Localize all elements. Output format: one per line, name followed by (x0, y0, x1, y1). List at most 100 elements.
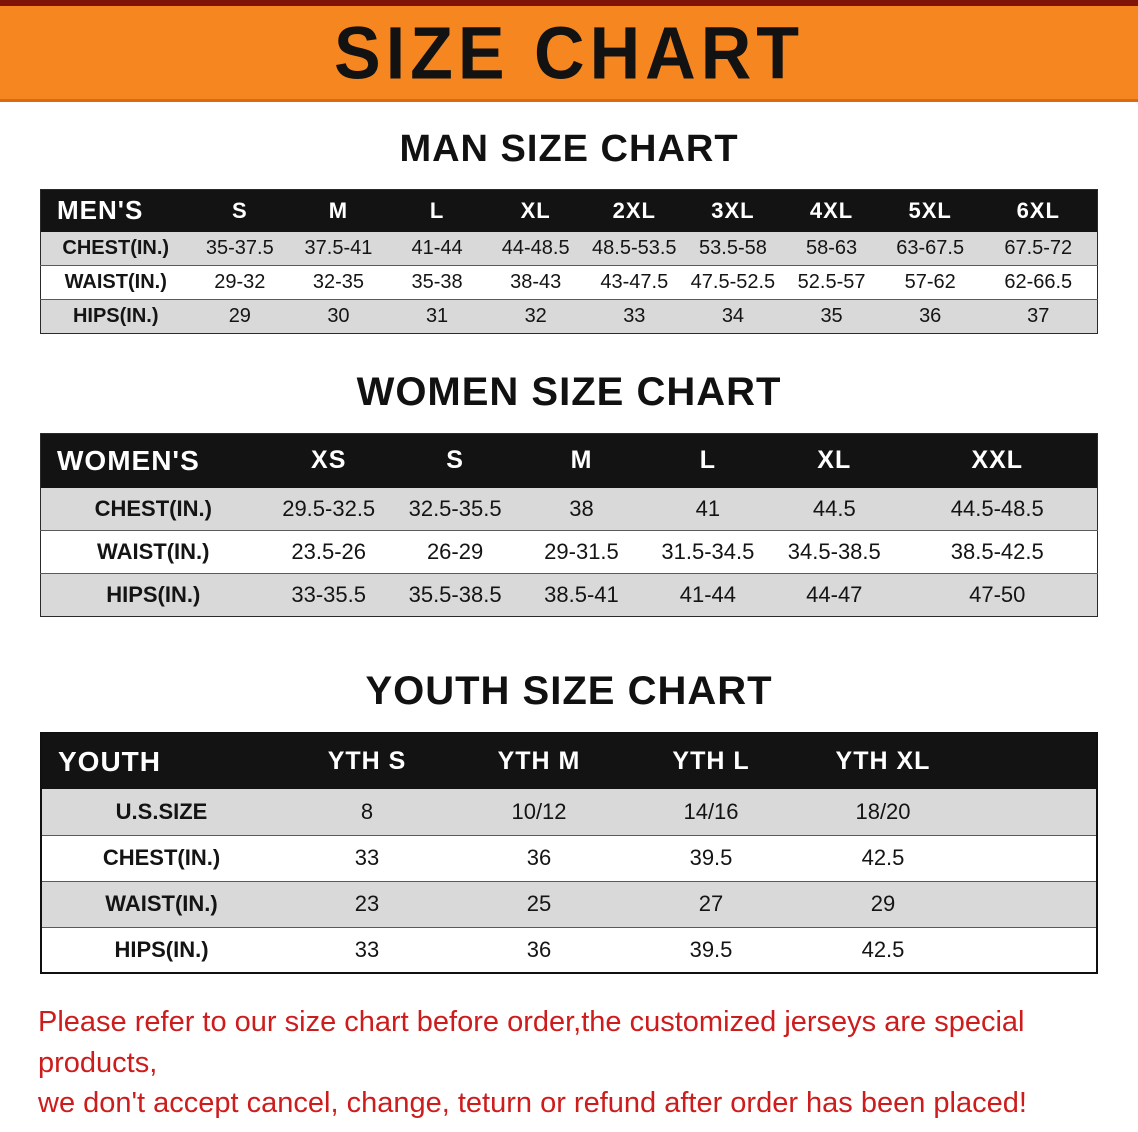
table-cell: 67.5-72 (1004, 236, 1073, 259)
women-size-chart-title: WOMEN SIZE CHART (356, 370, 782, 414)
table-header-cell: S (391, 433, 519, 488)
table-header-row: WOMEN'S XS S M L XL XXL (40, 433, 1098, 488)
table-cell: 44.5 (812, 495, 856, 521)
table-cell: 23.5-26 (291, 539, 366, 564)
table-cell: 33-35.5 (291, 582, 366, 607)
men-size-chart-section: MAN SIZE CHART MEN'S S M L XL 2XL 3XL 4XL 5XL 6XL… (0, 128, 1138, 334)
table-cell: 38.5-41 (544, 582, 619, 607)
youth-size-chart-section: YOUTH SIZE CHART YOUTH YTH S YTH M YTH L YTH… (0, 669, 1138, 974)
table-cell: 35 (820, 305, 843, 327)
table-cell: 31.5-34.5 (661, 539, 755, 564)
table-cell: 34.5-38.5 (787, 539, 881, 564)
table-header-cell: YTH S (281, 733, 453, 789)
table-cell: 29.5-32.5 (282, 495, 376, 521)
table-cell: 44.5-48.5 (950, 495, 1044, 521)
table-cell: 18/20 (855, 798, 911, 824)
table-header-cell: 3XL (683, 189, 783, 232)
filler-cell (969, 927, 1097, 973)
table-cell: 37 (1027, 305, 1050, 327)
table-cell: 25 (526, 891, 552, 916)
table-cell: 41 (695, 495, 721, 521)
table-header-cell: S (190, 189, 290, 232)
women-size-table: WOMEN'S XS S M L XL XXL CHEST(IN.) 29.5-32.5 32.5… (40, 433, 1098, 617)
table-cell: 38 (569, 495, 594, 521)
table-cell: 47.5-52.5 (690, 271, 776, 293)
table-cell: 58-63 (805, 236, 858, 259)
table-cell: 37.5-41 (304, 236, 373, 259)
table-cell: 32 (524, 305, 547, 327)
table-cell: 34 (721, 305, 745, 327)
table-header-cell: 5XL (880, 189, 980, 232)
table-header-cell: L (387, 189, 487, 232)
table-cell: 36 (526, 936, 552, 962)
table-cell: 42.5 (861, 936, 905, 962)
table-cell: 14/16 (683, 798, 739, 824)
women-size-chart-section: WOMEN SIZE CHART WOMEN'S XS S M L XL XXL CHEST(… (0, 370, 1138, 617)
table-cell: 36 (526, 845, 552, 870)
table-header-cell: XL (771, 433, 898, 488)
table-header-row: MEN'S S M L XL 2XL 3XL 4XL 5XL 6XL (40, 189, 1098, 232)
table-cell: 30 (327, 305, 350, 327)
table-cell: 63-67.5 (896, 236, 965, 259)
table-cell: 48.5-53.5 (592, 236, 677, 259)
size-chart-banner-title: SIZE CHART (334, 11, 804, 94)
table-header-cell: MEN'S (40, 189, 191, 232)
table-header-cell: XS (265, 433, 392, 488)
row-label-cell: CHEST(IN.) (94, 495, 212, 521)
table-cell: 29-31.5 (544, 539, 619, 564)
table-header-cell: YTH XL (797, 733, 969, 789)
table-row: WAIST(IN.) 29-32 32-35 35-38 38-43 43-47.5 47.… (40, 265, 1098, 300)
table-cell: 38.5-42.5 (950, 539, 1044, 564)
disclaimer-line-1: Please refer to our size chart before or… (38, 1006, 1025, 1079)
row-label-cell: U.S.SIZE (115, 798, 208, 824)
table-row: CHEST(IN.) 35-37.5 37.5-41 41-44 44-48.5 48.5… (40, 231, 1098, 266)
table-cell: 35.5-38.5 (408, 582, 502, 607)
table-cell: 29 (228, 305, 251, 327)
table-cell: 42.5 (861, 845, 905, 870)
top-border (0, 0, 1138, 6)
table-row: CHEST(IN.) 29.5-32.5 32.5-35.5 38 41 44.5 44.5… (40, 487, 1098, 531)
table-cell: 32-35 (312, 271, 365, 293)
table-row: WAIST(IN.) 23.5-26 26-29 29-31.5 31.5-34.5 34… (40, 530, 1098, 574)
table-cell: 35-37.5 (205, 236, 274, 259)
row-label-cell: HIPS(IN.) (72, 305, 159, 327)
table-cell: 23 (354, 891, 380, 916)
table-row: HIPS(IN.) 29 30 31 32 33 34 35 36 37 (40, 299, 1098, 334)
table-row: CHEST(IN.) 33 36 39.5 42.5 (41, 835, 1097, 881)
banner: SIZE CHART (0, 6, 1138, 102)
filler-cell (969, 733, 1097, 789)
table-header-cell: 6XL (979, 189, 1098, 232)
filler-cell (969, 789, 1097, 835)
table-cell: 35-38 (411, 271, 463, 293)
table-cell: 47-50 (969, 582, 1026, 607)
table-cell: 33 (354, 936, 380, 962)
table-header-cell: L (644, 433, 772, 488)
row-label-cell: WAIST(IN.) (97, 539, 210, 564)
table-cell: 29-32 (214, 271, 266, 293)
table-cell: 62-66.5 (1004, 271, 1073, 293)
table-cell: 39.5 (689, 936, 733, 962)
table-cell: 41-44 (411, 236, 463, 259)
table-header-row: YOUTH YTH S YTH M YTH L YTH XL (41, 733, 1097, 789)
table-cell: 29 (870, 891, 896, 916)
table-header-cell: YTH M (453, 733, 625, 789)
table-cell: 10/12 (511, 798, 567, 824)
table-cell: 41-44 (679, 582, 736, 607)
row-label-cell: HIPS(IN.) (106, 582, 201, 607)
table-row: HIPS(IN.) 33 36 39.5 42.5 (41, 927, 1097, 973)
table-row: HIPS(IN.) 33-35.5 35.5-38.5 38.5-41 41-44 44-… (40, 573, 1098, 617)
table-header-cell: 4XL (782, 189, 881, 232)
table-header-cell: 2XL (585, 189, 684, 232)
filler-cell (969, 881, 1097, 927)
table-row: WAIST(IN.) 23 25 27 29 (41, 881, 1097, 927)
table-cell: 36 (919, 305, 942, 327)
table-cell: 53.5-58 (699, 236, 767, 259)
men-size-chart-title: MAN SIZE CHART (399, 128, 739, 170)
table-cell: 52.5-57 (797, 271, 866, 293)
men-size-table: MEN'S S M L XL 2XL 3XL 4XL 5XL 6XL CHEST(IN.) 35-37… (40, 189, 1098, 334)
row-label-cell: WAIST(IN.) (64, 271, 167, 293)
table-cell: 31 (425, 305, 449, 327)
table-cell: 57-62 (904, 271, 956, 293)
table-cell: 33 (623, 305, 646, 327)
table-cell: 39.5 (689, 845, 733, 870)
